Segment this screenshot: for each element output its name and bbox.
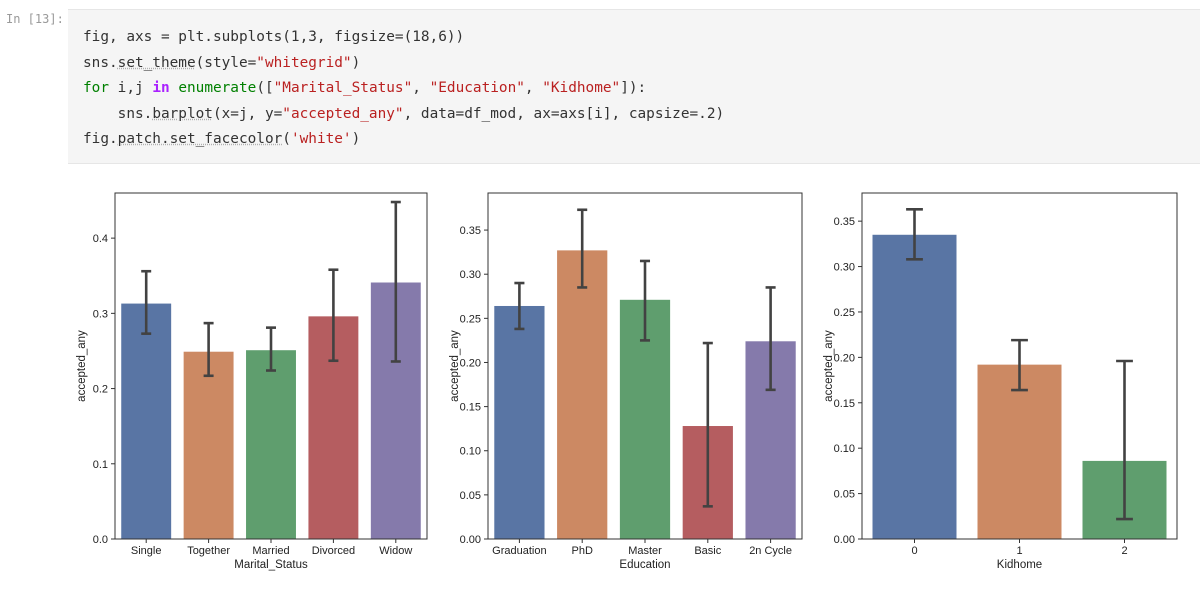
x-tick-label: PhD [571, 545, 592, 557]
x-tick-label: 2 [1121, 545, 1127, 557]
y-tick-label: 0.15 [834, 398, 855, 410]
error-bar [639, 259, 651, 342]
y-tick-label: 0.10 [834, 443, 855, 455]
y-tick-label: 0.3 [93, 308, 108, 320]
x-tick-label: Widow [379, 545, 412, 557]
error-bar [141, 269, 152, 335]
bar-married [246, 350, 296, 539]
y-tick-label: 0.20 [834, 352, 855, 364]
error-bar [906, 208, 923, 261]
bar-single [121, 303, 172, 539]
x-tick-label: 2n Cycle [749, 545, 792, 557]
x-tick-label: 1 [1016, 545, 1022, 557]
error-bar [1116, 359, 1133, 521]
y-tick-label: 0.1 [93, 459, 108, 471]
y-axis-label: accepted_any [823, 330, 835, 402]
x-tick-label: Single [131, 545, 162, 557]
y-tick-label: 0.0 [93, 534, 108, 546]
code-line-3: for i,j in enumerate(["Marital_Status", … [83, 80, 647, 96]
y-tick-label: 0.15 [460, 402, 481, 414]
error-bar [266, 326, 276, 372]
y-axis-label: accepted_any [76, 330, 88, 402]
y-tick-label: 0.10 [460, 446, 481, 458]
y-tick-label: 0.30 [460, 269, 481, 281]
y-tick-label: 0.05 [834, 489, 855, 501]
y-tick-label: 0.25 [460, 313, 481, 325]
code-line-5: fig.patch.set_facecolor('white') [83, 131, 361, 147]
y-tick-label: 0.4 [93, 233, 108, 245]
code-line-4: sns.barplot(x=j, y="accepted_any", data=… [83, 105, 725, 122]
error-bar [1011, 338, 1028, 392]
code-editor[interactable]: fig, axs = plt.subplots(1,3, figsize=(18… [83, 25, 724, 153]
bar-together [183, 351, 234, 539]
bar-0 [872, 234, 957, 539]
bar-phd [557, 250, 608, 540]
y-axis-label: accepted_any [449, 330, 461, 402]
x-tick-label: Graduation [492, 545, 546, 557]
y-tick-label: 0.35 [460, 225, 481, 237]
error-bar [514, 281, 525, 331]
y-tick-label: 0.2 [93, 384, 108, 396]
y-tick-label: 0.00 [834, 534, 855, 546]
output-figure: 0.0 0.1 0.2 0.3 0.4 Single Together Married Divo… [76, 192, 1178, 571]
x-axis-label: Marital_Status [234, 559, 308, 571]
subplot-1: 0.0 0.1 0.2 0.3 0.4 Single Together Married Divo… [76, 192, 428, 571]
subplot-2: 0.00 0.05 0.10 0.15 0.20 0.25 0.30 0.35 Graduati… [449, 192, 803, 571]
bar-1 [977, 364, 1062, 539]
error-bar [765, 286, 776, 392]
x-tick-label: Divorced [312, 545, 355, 557]
x-tick-label: 0 [911, 545, 917, 557]
x-tick-label: Married [252, 545, 289, 557]
code-line-2: sns.set_theme(style="whitegrid") [83, 54, 361, 71]
x-tick-label: Master [628, 545, 662, 557]
error-bar [702, 341, 713, 508]
y-tick-label: 0.20 [460, 357, 481, 369]
y-tick-label: 0.00 [460, 534, 481, 546]
x-axis-label: Education [619, 559, 670, 571]
x-tick-label: Basic [694, 545, 721, 557]
y-tick-label: 0.30 [834, 262, 855, 274]
bar-graduation [494, 305, 545, 539]
error-bar [328, 268, 339, 363]
error-bar [203, 321, 214, 378]
y-tick-label: 0.25 [834, 307, 855, 319]
code-cell[interactable]: fig, axs = plt.subplots(1,3, figsize=(18… [68, 9, 1200, 164]
x-tick-label: Together [187, 545, 230, 557]
y-tick-label: 0.05 [460, 490, 481, 502]
error-bar [390, 200, 401, 363]
code-line-1: fig, axs = plt.subplots(1,3, figsize=(18… [83, 29, 465, 45]
cell-prompt: In [13]: [6, 12, 64, 26]
error-bar [577, 208, 588, 289]
subplot-3: 0.00 0.05 0.10 0.15 0.20 0.25 0.30 0.35 0 1 2 Kidho… [823, 192, 1178, 571]
x-axis-label: Kidhome [997, 559, 1042, 571]
y-tick-label: 0.35 [834, 216, 855, 228]
